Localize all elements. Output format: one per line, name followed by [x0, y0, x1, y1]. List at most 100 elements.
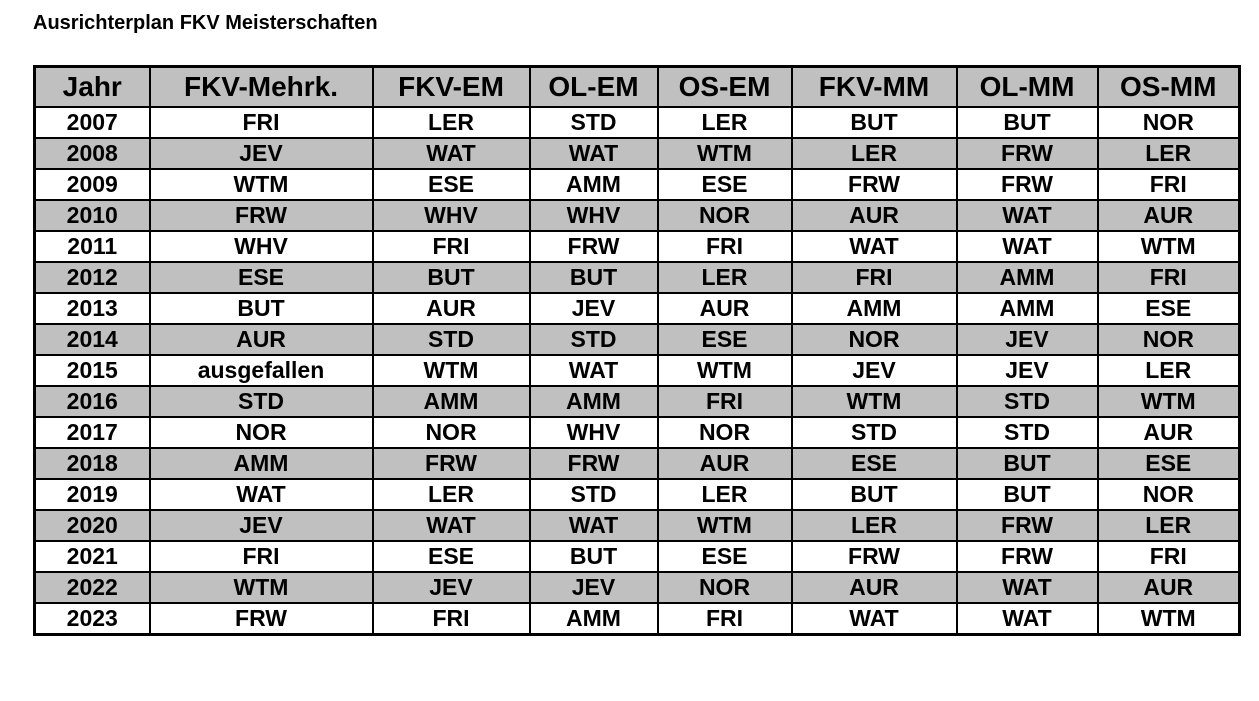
table-cell: FRW: [148, 602, 374, 636]
table-cell: LER: [656, 261, 793, 294]
table-cell: ESE: [148, 261, 374, 294]
table-cell: JEV: [371, 571, 531, 604]
table-row: 2018 AMM FRW FRW AUR ESE BUT ESE: [33, 447, 1241, 480]
table-cell: FRW: [148, 199, 374, 232]
table-cell: FRW: [528, 447, 659, 480]
table-cell: WAT: [955, 230, 1099, 263]
table-cell: WTM: [148, 168, 374, 201]
table-row: 2019 WAT LER STD LER BUT BUT NOR: [33, 478, 1241, 511]
column-header: Jahr: [33, 65, 151, 108]
table-cell: AMM: [528, 602, 659, 636]
table-cell: BUT: [148, 292, 374, 325]
table-cell: FRW: [955, 509, 1099, 542]
column-header: OS-MM: [1096, 65, 1241, 108]
table-cell: ESE: [1096, 447, 1241, 480]
table-cell: NOR: [656, 416, 793, 449]
column-header: OS-EM: [656, 65, 793, 108]
year-cell: 2015: [33, 354, 151, 387]
table-cell: JEV: [955, 354, 1099, 387]
table-cell: BUT: [955, 447, 1099, 480]
table-cell: ESE: [790, 447, 958, 480]
table-cell: WAT: [528, 137, 659, 170]
year-cell: 2021: [33, 540, 151, 573]
table-cell: ESE: [656, 540, 793, 573]
table-cell: JEV: [528, 571, 659, 604]
table-row: 2016 STD AMM AMM FRI WTM STD WTM: [33, 385, 1241, 418]
table-cell: BUT: [790, 478, 958, 511]
table-cell: NOR: [656, 199, 793, 232]
table-cell: AMM: [528, 385, 659, 418]
table-cell: AUR: [1096, 571, 1241, 604]
table-cell: NOR: [148, 416, 374, 449]
table-row: 2014 AUR STD STD ESE NOR JEV NOR: [33, 323, 1241, 356]
table-cell: FRI: [148, 106, 374, 139]
table-cell: AMM: [790, 292, 958, 325]
table-cell: LER: [1096, 509, 1241, 542]
table-cell: AUR: [790, 571, 958, 604]
table-cell: LER: [1096, 354, 1241, 387]
table-cell: BUT: [790, 106, 958, 139]
table-cell: STD: [955, 385, 1099, 418]
year-cell: 2019: [33, 478, 151, 511]
table-cell: STD: [790, 416, 958, 449]
table-cell: AMM: [528, 168, 659, 201]
table-cell: FRI: [1096, 261, 1241, 294]
table-row: 2023 FRW FRI AMM FRI WAT WAT WTM: [33, 602, 1241, 636]
year-cell: 2018: [33, 447, 151, 480]
table-row: 2007 FRI LER STD LER BUT BUT NOR: [33, 106, 1241, 139]
table-cell: BUT: [955, 478, 1099, 511]
year-cell: 2017: [33, 416, 151, 449]
table-cell: AMM: [955, 292, 1099, 325]
table-cell: WAT: [528, 509, 659, 542]
table-cell: AUR: [790, 199, 958, 232]
table-cell: JEV: [148, 509, 374, 542]
table-cell: JEV: [790, 354, 958, 387]
table-row: 2012 ESE BUT BUT LER FRI AMM FRI: [33, 261, 1241, 294]
table-cell: WAT: [955, 602, 1099, 636]
page-title: Ausrichterplan FKV Meisterschaften: [33, 12, 378, 34]
table-cell: FRI: [371, 230, 531, 263]
table-body: 2007 FRI LER STD LER BUT BUT NOR 2008 JEV WAT WAT WT…: [33, 106, 1241, 636]
table-cell: AUR: [1096, 199, 1241, 232]
year-cell: 2010: [33, 199, 151, 232]
table-cell: ESE: [1096, 292, 1241, 325]
table-header-row: Jahr FKV-Mehrk. FKV-EM OL-EM OS-EM FKV-MM OL-M…: [33, 65, 1241, 108]
table-cell: WTM: [1096, 385, 1241, 418]
table-cell: NOR: [1096, 106, 1241, 139]
table-row: 2015 ausgefallen WTM WAT WTM JEV JEV LER: [33, 354, 1241, 387]
table-cell: WAT: [955, 199, 1099, 232]
column-header: FKV-EM: [371, 65, 531, 108]
table-cell: JEV: [148, 137, 374, 170]
table-row: 2011 WHV FRI FRW FRI WAT WAT WTM: [33, 230, 1241, 263]
table-cell: WAT: [528, 354, 659, 387]
table-cell: BUT: [955, 106, 1099, 139]
table-cell: AMM: [148, 447, 374, 480]
table-cell: AUR: [656, 292, 793, 325]
table-row: 2013 BUT AUR JEV AUR AMM AMM ESE: [33, 292, 1241, 325]
table-cell: WTM: [656, 509, 793, 542]
table-cell: NOR: [790, 323, 958, 356]
table-row: 2009 WTM ESE AMM ESE FRW FRW FRI: [33, 168, 1241, 201]
table-cell: AMM: [955, 261, 1099, 294]
table-cell: FRI: [656, 602, 793, 636]
year-cell: 2011: [33, 230, 151, 263]
year-cell: 2012: [33, 261, 151, 294]
table-cell: WTM: [371, 354, 531, 387]
table-row: 2008 JEV WAT WAT WTM LER FRW LER: [33, 137, 1241, 170]
table-cell: STD: [528, 106, 659, 139]
table-cell: FRW: [790, 540, 958, 573]
table-cell: WTM: [1096, 230, 1241, 263]
table-cell: JEV: [955, 323, 1099, 356]
table-row: 2010 FRW WHV WHV NOR AUR WAT AUR: [33, 199, 1241, 232]
table-cell: NOR: [1096, 323, 1241, 356]
table-cell: WTM: [1096, 602, 1241, 636]
year-cell: 2023: [33, 602, 151, 636]
table-cell: AUR: [148, 323, 374, 356]
table-cell: BUT: [528, 261, 659, 294]
table-cell: LER: [790, 509, 958, 542]
table-cell: WAT: [371, 509, 531, 542]
table-cell: NOR: [371, 416, 531, 449]
table-cell: FRW: [528, 230, 659, 263]
table-cell: AUR: [656, 447, 793, 480]
